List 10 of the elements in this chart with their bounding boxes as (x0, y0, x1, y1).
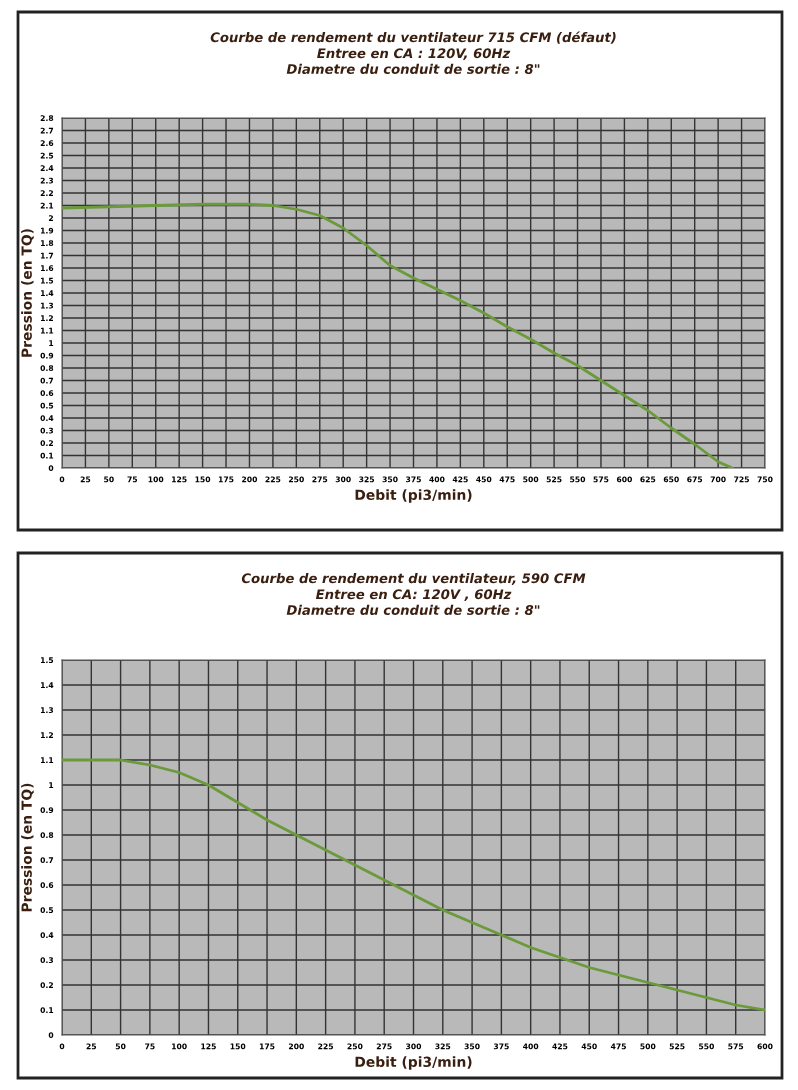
x-axis-title: Debit (pi3/min) (355, 1056, 472, 1070)
chart-title: Courbe de rendement du ventilateur, 590 CFM (241, 573, 586, 585)
chart-subtitle: Entree en CA: 120V , 60Hz Diametre du conduit de sortie : 8" (286, 589, 540, 615)
x-axis-title: Debit (pi3/min) (355, 489, 472, 503)
chart-title: Courbe de rendement du ventilateur 715 CFM (défaut) (210, 31, 616, 44)
y-axis-title: Pression (en TQ) (21, 229, 34, 357)
chart-subtitle: Entree en CA : 120V, 60Hz Diametre du conduit de sortie : 8" (286, 48, 540, 74)
line-series (62, 202, 734, 468)
y-axis-title: Pression (en TQ) (21, 783, 34, 912)
line-series (62, 758, 765, 1012)
